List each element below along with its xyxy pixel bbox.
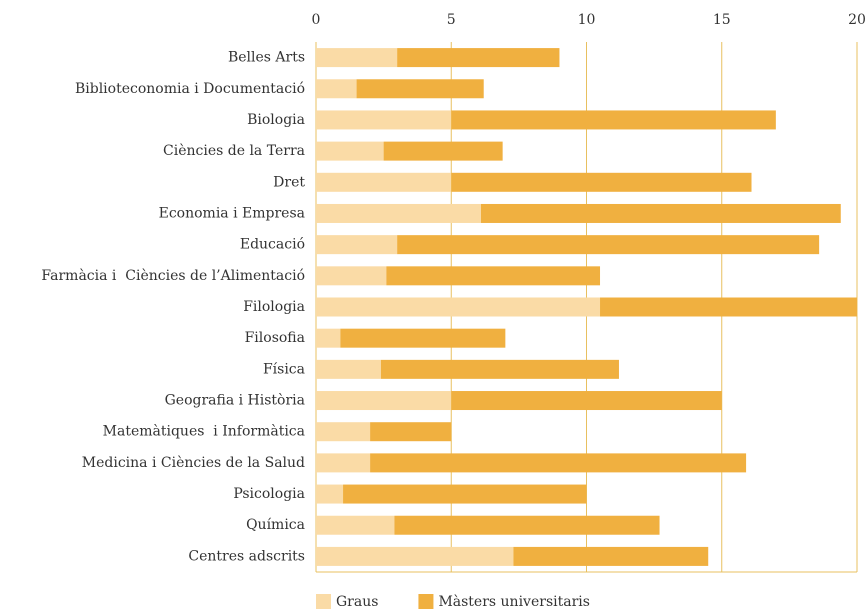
y-tick-label: Ciències de la Terra [163, 143, 305, 159]
bar [397, 235, 820, 255]
y-tick-label: Medicina i Ciències de la Salud [82, 455, 305, 471]
bar [513, 546, 709, 566]
legend-label: Graus [336, 594, 378, 610]
bar [397, 48, 560, 68]
x-tick-label: 5 [447, 12, 456, 28]
bar [370, 453, 747, 473]
x-tick-label: 20 [848, 12, 866, 28]
x-tick-label: 15 [713, 12, 731, 28]
bar [316, 297, 601, 317]
bar [316, 359, 381, 379]
y-tick-label: Educació [240, 237, 305, 253]
bar [316, 172, 452, 192]
bar [370, 422, 452, 442]
y-tick-label: Física [263, 361, 305, 377]
bar [316, 391, 452, 411]
bar [383, 141, 503, 161]
x-tick-label: 10 [578, 12, 596, 28]
y-tick-label: Dret [273, 174, 305, 190]
bar [380, 359, 619, 379]
bar [316, 48, 398, 68]
y-tick-label: Filologia [243, 299, 305, 315]
x-tick-label: 0 [312, 12, 321, 28]
legend-label: Màsters universitaris [438, 593, 590, 610]
y-tick-label: Economia i Empresa [159, 205, 305, 221]
bar [451, 110, 776, 130]
bar [451, 172, 752, 192]
y-tick-label: Filosofia [245, 330, 305, 346]
bar [600, 297, 857, 317]
bar [316, 484, 344, 504]
y-tick-label: Belles Arts [228, 50, 305, 66]
bar [316, 328, 341, 348]
y-tick-label: Psicologia [233, 486, 305, 502]
bar [451, 391, 722, 411]
y-tick-label: Química [246, 517, 305, 533]
bar [343, 484, 587, 504]
bar [316, 203, 482, 223]
y-tick-label: Geografia i Història [165, 393, 305, 409]
bar [316, 546, 514, 566]
bar [316, 110, 452, 130]
bar [316, 235, 398, 255]
bar [316, 141, 384, 161]
y-tick-label: Matemàtiques i Informàtica [103, 423, 305, 440]
bar [316, 266, 387, 286]
bar [386, 266, 601, 286]
legend-swatch [418, 594, 434, 609]
bar [394, 515, 660, 535]
bar [316, 422, 371, 442]
bar [316, 453, 371, 473]
y-tick-label: Farmàcia i Ciències de l’Alimentació [41, 267, 305, 284]
y-tick-label: Biologia [247, 112, 305, 128]
bar [340, 328, 506, 348]
bar [356, 79, 484, 99]
legend-swatch [316, 594, 331, 609]
bar [481, 203, 841, 223]
y-tick-label: Centres adscrits [188, 548, 305, 564]
bar [316, 515, 395, 535]
y-tick-label: Biblioteconomia i Documentació [75, 81, 305, 97]
bar [316, 79, 357, 99]
